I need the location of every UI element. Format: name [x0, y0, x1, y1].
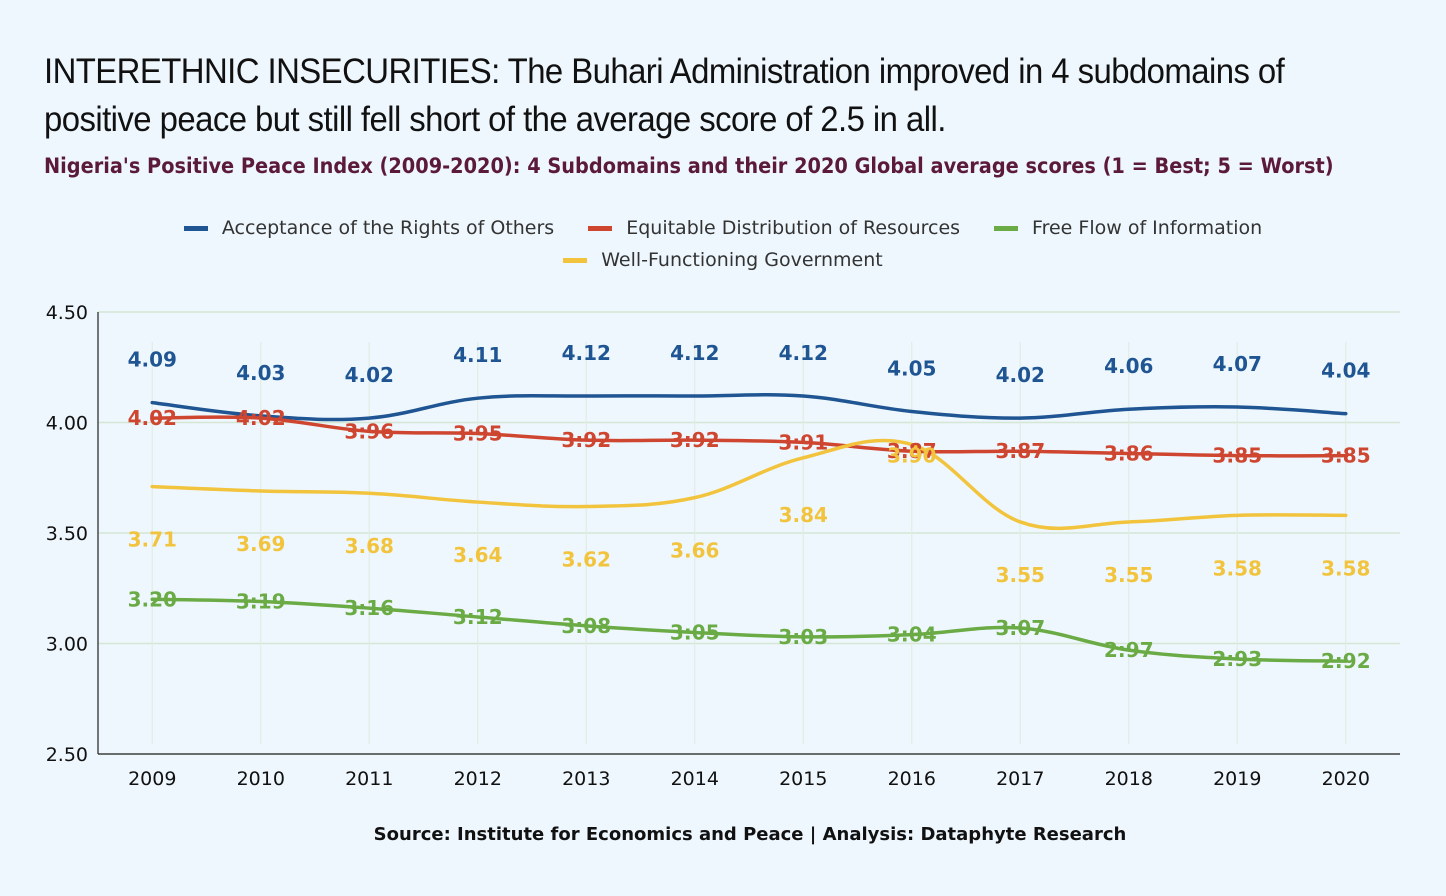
x-tick-label-2020: 2020	[1322, 768, 1370, 790]
data-label-free-flow: 3:04	[887, 623, 937, 647]
data-label-acceptance: 4.06	[1104, 354, 1153, 378]
y-tick-label: 4.50	[46, 302, 88, 324]
data-label-equitable: 3:95	[453, 422, 503, 446]
data-label-free-flow: 3:12	[453, 605, 503, 629]
x-tick-label-2015: 2015	[779, 768, 827, 790]
data-label-equitable: 3:85	[1321, 444, 1371, 468]
x-tick-label-2017: 2017	[996, 768, 1044, 790]
series-line-acceptance	[150, 392, 1348, 422]
data-label-government: 3.58	[1213, 556, 1262, 580]
x-tick-label-2019: 2019	[1213, 768, 1261, 790]
series-line-government	[150, 438, 1348, 531]
axes: 2.50 3.00 3.50 4.00 4.50 2009 2010 2011 2012 2013…	[46, 302, 1400, 790]
series-line-free-flow	[150, 597, 1348, 663]
data-label-acceptance: 4.11	[453, 343, 502, 367]
data-label-acceptance: 4.12	[779, 341, 828, 365]
data-label-acceptance: 4.12	[562, 341, 611, 365]
data-label-equitable: 3:86	[1104, 441, 1154, 465]
legend-swatch-equitable	[588, 225, 613, 231]
data-label-free-flow: 3:05	[670, 620, 720, 644]
data-label-acceptance: 4.12	[670, 341, 719, 365]
data-label-equitable: 3:92	[670, 428, 720, 452]
y-tick-label: 3.50	[46, 523, 88, 545]
x-tick-label-2018: 2018	[1105, 768, 1153, 790]
x-tick-label-2010: 2010	[237, 768, 285, 790]
data-label-government: 3.55	[1104, 563, 1153, 587]
data-label-acceptance: 4.02	[996, 363, 1045, 387]
data-label-free-flow: 3:08	[561, 614, 611, 638]
legend-swatch-government	[563, 257, 588, 263]
data-label-equitable: 4.02	[128, 406, 177, 430]
gridlines	[98, 311, 1400, 755]
data-label-free-flow: 2:97	[1104, 638, 1154, 662]
source-note: Source: Institute for Economics and Peac…	[373, 824, 1127, 845]
data-label-free-flow: 3:16	[344, 596, 394, 620]
data-labels: 4.09 4.03 4.02 4.11 4.12 4.12 4.12 4.05 4.02 4.06…	[128, 341, 1371, 673]
data-label-free-flow: 3:19	[236, 590, 286, 614]
data-label-acceptance: 4.09	[128, 348, 177, 372]
legend-label-equitable: Equitable Distribution of Resources	[626, 217, 961, 239]
data-label-acceptance: 4.03	[236, 361, 285, 385]
data-label-equitable: 3:87	[887, 439, 937, 463]
legend-item-acceptance: Acceptance of the Rights of Others	[183, 217, 555, 239]
data-label-government: 3.66	[670, 539, 719, 563]
y-tick-label: 3.00	[46, 634, 88, 656]
data-label-equitable: 4:02	[236, 406, 286, 430]
x-tick-label-2009: 2009	[128, 768, 176, 790]
data-label-government: 3.55	[996, 563, 1045, 587]
series-line-equitable	[150, 415, 1348, 458]
headline-line-2: positive peace but still fell short of t…	[44, 100, 946, 139]
data-label-equitable: 3:96	[344, 419, 394, 443]
legend-label-government: Well-Functioning Government	[601, 249, 883, 271]
chart-title: Nigeria's Positive Peace Index (2009-202…	[44, 154, 1334, 178]
y-tick-label: 2.50	[46, 744, 88, 766]
legend-row-1: Acceptance of the Rights of Others Equit…	[0, 212, 1446, 244]
data-label-government: 3.64	[453, 543, 502, 567]
x-tick-label-2011: 2011	[345, 768, 393, 790]
data-label-acceptance: 4.02	[345, 363, 394, 387]
data-label-acceptance: 4.07	[1213, 352, 1262, 376]
legend-row-2: Well-Functioning Government	[0, 244, 1446, 276]
legend-label-free-flow: Free Flow of Information	[1032, 217, 1263, 239]
legend-label-acceptance: Acceptance of the Rights of Others	[221, 217, 555, 239]
legend-item-free-flow: Free Flow of Information	[994, 217, 1262, 239]
series-lines	[150, 392, 1348, 663]
data-label-equitable: 3:91	[778, 430, 828, 454]
legend-item-government: Well-Functioning Government	[563, 249, 883, 271]
data-label-free-flow: 2:92	[1321, 649, 1371, 673]
x-tick-label-2012: 2012	[454, 768, 502, 790]
data-label-equitable: 3:92	[561, 428, 611, 452]
y-tick-label: 4.00	[46, 413, 88, 435]
x-tick-label-2013: 2013	[562, 768, 610, 790]
headline-line-1: INTERETHNIC INSECURITIES: The Buhari Adm…	[44, 52, 1285, 91]
data-label-acceptance: 4.05	[887, 356, 936, 380]
data-label-free-flow: 2:93	[1212, 647, 1262, 671]
chart-legend: Acceptance of the Rights of Others Equit…	[0, 212, 1446, 276]
data-label-government: 3.84	[779, 503, 828, 527]
legend-swatch-free-flow	[994, 225, 1019, 231]
legend-swatch-acceptance	[183, 225, 208, 231]
data-label-government: 3.90	[887, 444, 936, 468]
data-label-government: 3.71	[128, 528, 177, 552]
data-label-free-flow: 3:07	[995, 616, 1045, 640]
data-label-government: 3.69	[236, 532, 285, 556]
data-label-equitable: 3:87	[995, 439, 1045, 463]
x-tick-label-2014: 2014	[671, 768, 719, 790]
headline: INTERETHNIC INSECURITIES: The Buhari Adm…	[44, 48, 1341, 144]
data-label-free-flow: 3.20	[128, 587, 177, 611]
legend-item-equitable: Equitable Distribution of Resources	[588, 217, 960, 239]
data-label-government: 3.62	[562, 547, 611, 571]
data-label-free-flow: 3:03	[778, 625, 828, 649]
data-label-government: 3.58	[1321, 556, 1370, 580]
data-label-equitable: 3:85	[1212, 444, 1262, 468]
data-label-acceptance: 4.04	[1321, 359, 1370, 383]
data-label-government: 3.68	[345, 534, 394, 558]
x-tick-label-2016: 2016	[888, 768, 936, 790]
